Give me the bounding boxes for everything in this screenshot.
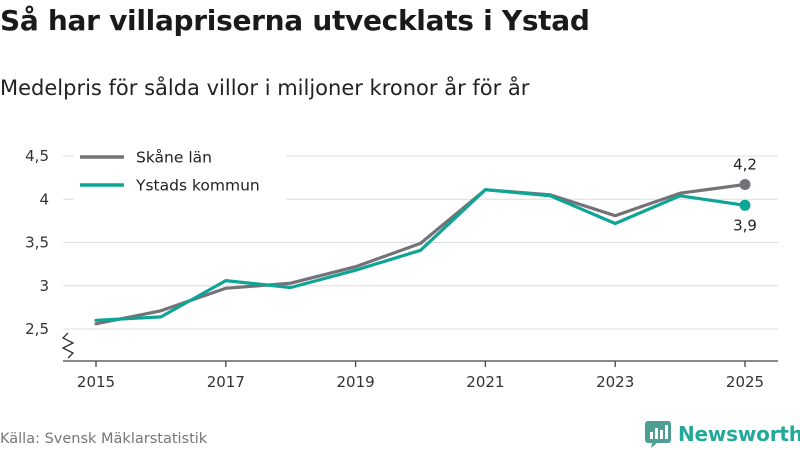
x-tick-label: 2019 [337,373,375,391]
source-note: Källa: Svensk Mäklarstatistik [0,431,208,447]
x-tick-label: 2017 [207,373,245,391]
series-line-ystads-kommun [94,188,747,322]
y-tick-label: 4 [39,190,49,208]
series-end-point [739,179,751,191]
legend-label: Ystads kommun [135,177,260,195]
series-end-label: 4,2 [733,156,757,174]
series-end-point [739,199,751,211]
brand-logo[interactable]: Newsworthy [645,419,800,449]
y-tick-label: 4,5 [25,147,49,165]
series-end-label: 3,9 [733,216,757,234]
x-tick-label: 2015 [77,373,115,391]
chart-subtitle: Medelpris för sålda villor i miljoner kr… [0,76,530,100]
y-tick-label: 3 [39,277,49,295]
y-tick-label: 2,5 [25,320,49,338]
y-axis-break-icon [61,332,75,359]
series-line-skane-lan [94,182,747,326]
legend-label: Skåne län [136,149,212,167]
x-tick-label: 2025 [726,373,764,391]
brand-name: Newsworthy [678,422,800,446]
chart-title: Så har villapriserna utvecklats i Ystad [0,4,590,37]
x-tick-label: 2021 [466,373,504,391]
x-tick-label: 2023 [596,373,634,391]
legend-background [74,145,286,201]
newsworthy-logo-icon [645,421,671,448]
y-tick-label: 3,5 [25,234,49,252]
